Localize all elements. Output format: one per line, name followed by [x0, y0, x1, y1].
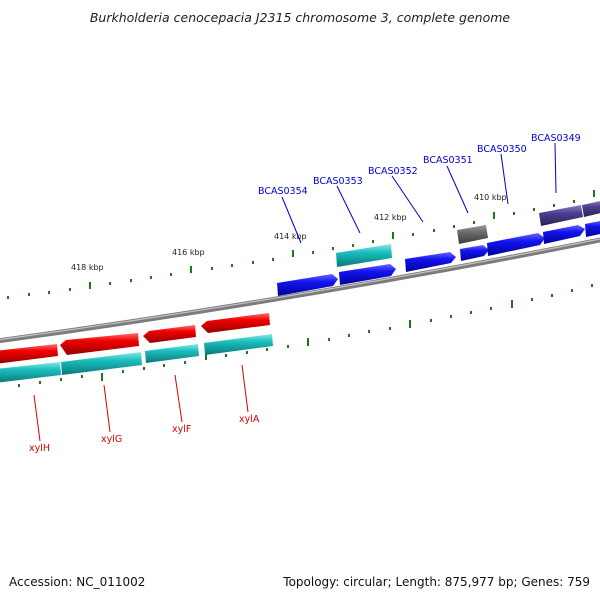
gene-arrow-forward[interactable]: [543, 225, 585, 244]
gene-arrow-forward[interactable]: [339, 264, 396, 285]
forward-gene-lane-1: [277, 220, 600, 296]
topology-summary: Topology: circular; Length: 875,977 bp; …: [283, 575, 590, 589]
scale-label-410: 410 kbp: [474, 193, 507, 202]
gene-label-reverse[interactable]: xylA: [239, 414, 260, 425]
gene-arrow-forward[interactable]: [277, 274, 338, 296]
gene-block-forward-purple[interactable]: [539, 205, 583, 226]
gene-arrow-forward[interactable]: [405, 252, 456, 272]
gene-label-forward[interactable]: BCAS0353: [313, 176, 363, 187]
gene-label-reverse[interactable]: xylH: [29, 443, 50, 454]
accession-label: Accession: NC_011002: [9, 575, 146, 589]
gene-label-reverse[interactable]: xylG: [101, 434, 122, 445]
gene-block-reverse-cyan[interactable]: [61, 352, 142, 375]
gene-arrow-forward[interactable]: [460, 245, 489, 261]
gene-arrow-forward[interactable]: [487, 233, 545, 256]
tick-marks-reverse: [18, 284, 593, 387]
gene-block-forward-purple[interactable]: [582, 200, 600, 217]
gene-label-forward[interactable]: BCAS0349: [531, 133, 581, 144]
gene-label-reverse[interactable]: xylF: [172, 424, 191, 435]
gene-block-reverse-cyan[interactable]: [0, 362, 61, 383]
forward-label-leaders: [281, 142, 557, 244]
reverse-gene-lane-2: [0, 334, 273, 383]
scale-label-412: 412 kbp: [374, 213, 407, 222]
gene-label-forward[interactable]: BCAS0350: [477, 144, 527, 155]
gene-label-forward[interactable]: BCAS0352: [368, 166, 418, 177]
gene-arrow-reverse[interactable]: [60, 333, 139, 355]
reverse-gene-lane-1: [0, 313, 270, 364]
scale-label-414: 414 kbp: [274, 232, 307, 241]
gene-arrow-reverse[interactable]: [201, 313, 270, 333]
map-title: Burkholderia cenocepacia J2315 chromosom…: [89, 10, 511, 25]
gene-block-forward-gray[interactable]: [457, 225, 488, 244]
scale-label-418: 418 kbp: [71, 263, 104, 272]
forward-gene-lane-2: [336, 200, 600, 267]
gene-arrow-reverse[interactable]: [0, 344, 58, 364]
gene-block-forward-cyan[interactable]: [336, 244, 392, 267]
gene-arrow-reverse[interactable]: [143, 325, 196, 343]
scale-label-416: 416 kbp: [172, 248, 205, 257]
tick-marks-forward: [7, 190, 595, 299]
reverse-label-leaders: [33, 364, 249, 442]
chromosome-backbone: [0, 237, 600, 344]
gene-label-forward[interactable]: BCAS0351: [423, 155, 473, 166]
gene-label-forward[interactable]: BCAS0354: [258, 186, 308, 197]
gene-arrow-forward[interactable]: [585, 220, 600, 237]
gene-block-reverse-cyan[interactable]: [145, 344, 199, 363]
gene-block-reverse-cyan[interactable]: [204, 334, 273, 355]
